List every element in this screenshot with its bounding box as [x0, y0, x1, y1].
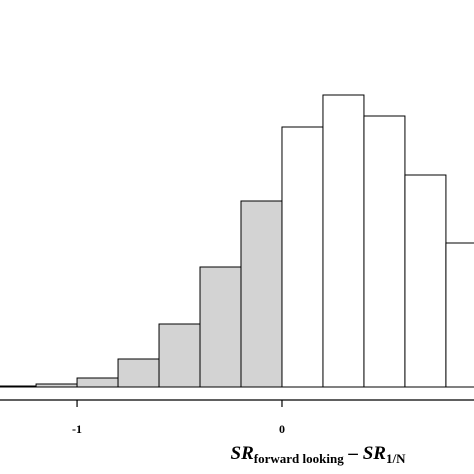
bar [76, 377, 119, 388]
x-label-part: forward looking [254, 451, 344, 466]
bars [0, 94, 474, 388]
x-tick-label: 0 [279, 422, 285, 436]
x-label-part: – [344, 443, 363, 464]
x-label-part: SR [363, 443, 386, 464]
bar [404, 174, 447, 388]
bar [0, 385, 37, 388]
x-tick-label: -1 [72, 422, 82, 436]
bar [199, 266, 242, 388]
bar [445, 242, 474, 388]
bar [240, 200, 283, 388]
x-label-part: SR [231, 443, 254, 464]
bar [281, 126, 324, 388]
x-axis-label: SRforward looking – SR1/N [231, 443, 407, 466]
x-label-part: 1/N [386, 451, 406, 466]
bar [322, 94, 365, 388]
bar [158, 323, 201, 388]
bar [117, 358, 160, 388]
bar [363, 115, 406, 388]
bar [35, 383, 78, 388]
